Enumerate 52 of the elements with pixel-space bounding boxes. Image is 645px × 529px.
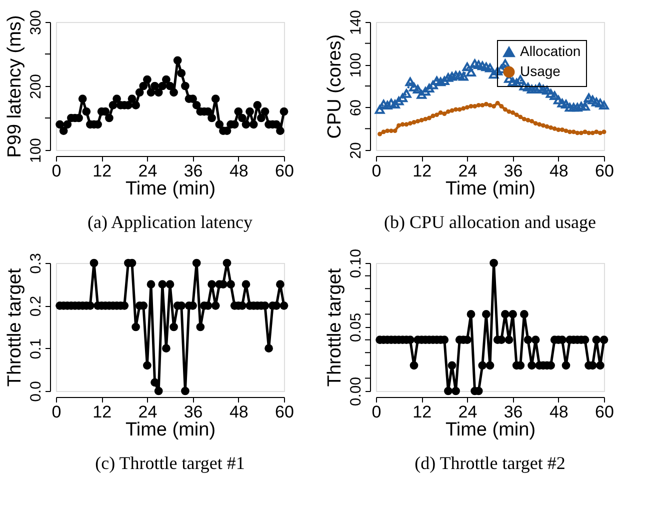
x-tick-label: 60 bbox=[275, 162, 294, 180]
y-axis-title: P99 latency (ms) bbox=[4, 15, 26, 158]
x-tick-label: 48 bbox=[229, 162, 248, 180]
x-tick-label: 60 bbox=[275, 402, 294, 422]
x-tick-label: 0 bbox=[372, 402, 382, 422]
y-tick-label: 300 bbox=[28, 10, 44, 36]
x-axis-title: Time (min) bbox=[445, 420, 536, 440]
legend-label: Allocation bbox=[520, 43, 581, 59]
x-tick-label: 12 bbox=[92, 402, 112, 422]
x-tick-label: 24 bbox=[458, 162, 478, 180]
y-tick-label: 0.3 bbox=[28, 253, 44, 274]
x-tick-label: 24 bbox=[138, 162, 158, 180]
x-axis-title: Time (min) bbox=[125, 178, 216, 200]
legend-label: Usage bbox=[520, 63, 561, 79]
x-axis-title: Time (min) bbox=[125, 420, 216, 440]
x-tick-label: 36 bbox=[504, 162, 523, 180]
x-tick-label: 36 bbox=[184, 162, 203, 180]
x-axis-title: Time (min) bbox=[445, 178, 536, 200]
y-tick-label: 100 bbox=[28, 138, 44, 164]
text: (c) Throttle target #1 bbox=[95, 453, 245, 473]
y-tick-label: 200 bbox=[28, 74, 44, 100]
y-tick-label: 0.0 bbox=[28, 381, 44, 402]
y-tick-label: 60 bbox=[348, 99, 364, 116]
x-tick-label: 36 bbox=[184, 402, 203, 422]
text: (d) Throttle target #2 bbox=[414, 453, 566, 473]
y-tick-label: 100 bbox=[348, 52, 364, 78]
y-tick-label: 0.2 bbox=[28, 296, 44, 317]
y-tick-label: 20 bbox=[348, 142, 364, 159]
y-tick-label: 0.05 bbox=[348, 312, 364, 342]
x-tick-label: 24 bbox=[458, 402, 478, 422]
y-tick-label: 140 bbox=[348, 10, 364, 36]
y-axis-title: Throttle target bbox=[324, 268, 346, 387]
y-tick-label: 0.1 bbox=[28, 338, 44, 360]
x-tick-label: 36 bbox=[504, 402, 523, 422]
y-axis-title: CPU (cores) bbox=[324, 34, 346, 139]
x-tick-label: 60 bbox=[595, 162, 614, 180]
text: (b) CPU allocation and usage bbox=[384, 212, 596, 232]
text: (a) Application latency bbox=[88, 212, 252, 232]
x-tick-label: 12 bbox=[412, 162, 432, 180]
x-tick-label: 0 bbox=[52, 402, 62, 422]
x-tick-label: 48 bbox=[549, 402, 568, 422]
x-tick-label: 12 bbox=[412, 402, 432, 422]
y-axis-title: Throttle target bbox=[4, 268, 26, 387]
y-tick-label: 0.00 bbox=[348, 376, 364, 406]
x-tick-label: 0 bbox=[372, 162, 382, 180]
x-tick-label: 24 bbox=[138, 402, 158, 422]
x-tick-label: 0 bbox=[52, 162, 62, 180]
x-tick-label: 48 bbox=[229, 402, 248, 422]
x-tick-label: 60 bbox=[595, 402, 614, 422]
y-tick-label: 0.10 bbox=[348, 248, 364, 278]
x-tick-label: 48 bbox=[549, 162, 568, 180]
x-tick-label: 12 bbox=[92, 162, 112, 180]
